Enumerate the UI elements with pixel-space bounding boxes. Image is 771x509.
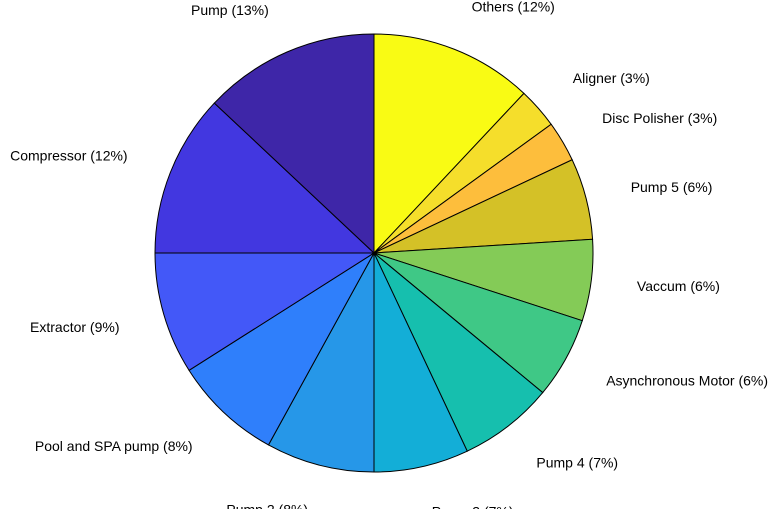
pie-slice-0 xyxy=(373,33,525,255)
pie-slice-12 xyxy=(213,33,375,255)
pie-slice-8 xyxy=(267,252,375,473)
pie-slice-10 xyxy=(154,252,376,372)
pie-label-6: Pump 4 (7%) xyxy=(536,454,618,470)
pie-slice-9 xyxy=(188,252,375,446)
pie-label-8: Pump 2 (8%) xyxy=(226,502,308,509)
pie-label-7: Pump 3 (7%) xyxy=(432,504,514,509)
pie-label-1: Aligner (3%) xyxy=(573,70,650,86)
pie-label-9: Pool and SPA pump (8%) xyxy=(35,438,193,454)
pie-label-11: Compressor (12%) xyxy=(10,147,127,163)
pie-label-5: Asynchronous Motor (6%) xyxy=(606,373,768,389)
pie-label-2: Disc Polisher (3%) xyxy=(602,110,717,126)
pie-label-3: Pump 5 (6%) xyxy=(631,179,713,195)
pie-label-0: Others (12%) xyxy=(472,0,555,15)
pie-slice-11 xyxy=(154,102,376,254)
pie-label-12: Pump (13%) xyxy=(191,2,269,18)
pie-labels: Others (12%) Aligner (3%) Disc Polisher (3… xyxy=(10,0,768,509)
pie-slices xyxy=(154,33,594,473)
pie-label-4: Vaccum (6%) xyxy=(637,278,720,294)
pie-label-10: Extractor (9%) xyxy=(30,319,119,335)
